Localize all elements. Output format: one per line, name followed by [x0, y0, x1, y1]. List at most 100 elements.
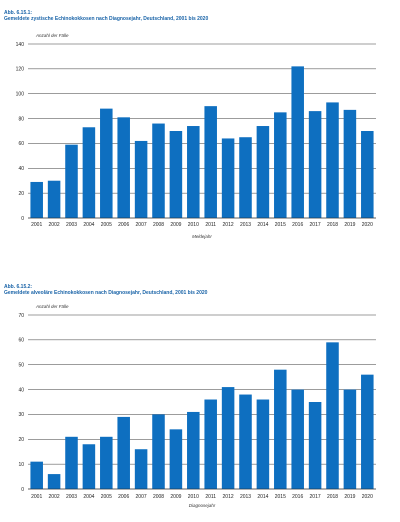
x-tick-label: 2007 — [136, 222, 147, 228]
x-tick-label: 2011 — [205, 222, 216, 228]
x-tick-label: 2008 — [153, 222, 164, 228]
x-tick-label: 2011 — [205, 494, 216, 500]
bar-2001 — [30, 181, 43, 218]
x-tick-label: 2002 — [49, 222, 60, 228]
bar-2013 — [239, 394, 252, 489]
x-tick-label: 2003 — [66, 494, 77, 500]
bar-2018 — [326, 342, 339, 489]
bar-2020 — [361, 374, 374, 489]
bar-2009 — [169, 131, 183, 218]
x-tick-label: 2013 — [240, 494, 251, 500]
x-tick-label: 2005 — [101, 494, 112, 500]
x-axis-title: Diagnosejahr — [189, 503, 216, 508]
y-tick-label: 120 — [16, 67, 25, 73]
y-tick-label: 0 — [21, 487, 24, 493]
x-tick-label: 2006 — [118, 222, 129, 228]
bar-2015 — [274, 112, 287, 218]
bar-2017 — [308, 111, 322, 218]
y-axis-title: Anzahl der Fälle — [35, 33, 69, 38]
bar-2008 — [152, 123, 165, 218]
bar-2018 — [326, 102, 339, 218]
bar-2010 — [187, 411, 200, 489]
bar-2002 — [47, 474, 61, 489]
bar-2008 — [152, 414, 165, 489]
bar-2012 — [221, 387, 235, 489]
x-tick-label: 2017 — [310, 222, 321, 228]
bar-2004 — [82, 127, 96, 218]
x-tick-label: 2003 — [66, 222, 77, 228]
x-tick-label: 2020 — [362, 494, 373, 500]
x-tick-label: 2008 — [153, 494, 164, 500]
y-tick-label: 70 — [18, 313, 24, 319]
bar-2007 — [134, 449, 148, 489]
chart-1: 0 20 40 60 80 100 120 140 Anzahl der Fälle 2001 20… — [16, 33, 376, 239]
bar-2013 — [239, 137, 252, 218]
bar-2011 — [204, 106, 217, 218]
x-tick-label: 2001 — [31, 222, 42, 228]
figure-2-title: Gemeldete alveoläre Echinokokkosen nach … — [4, 290, 208, 296]
y-tick-label: 60 — [18, 141, 24, 147]
bar-2014 — [256, 399, 270, 489]
y-tick-label: 40 — [18, 387, 24, 393]
bar-2002 — [47, 180, 61, 218]
x-tick-label: 2012 — [223, 494, 234, 500]
x-tick-label: 2006 — [118, 494, 129, 500]
x-axis-title: Meldejahr — [192, 234, 212, 239]
x-tick-label: 2004 — [83, 222, 94, 228]
x-tick-label: 2019 — [344, 222, 355, 228]
figure-1-title: Gemeldete zystische Echinokokkosen nach … — [4, 16, 209, 22]
y-tick-label: 50 — [18, 363, 24, 369]
x-tick-label: 2017 — [310, 494, 321, 500]
y-tick-label: 0 — [21, 216, 24, 222]
y-tick-label: 30 — [18, 412, 24, 418]
bar-2019 — [343, 109, 357, 218]
x-tick-label: 2018 — [327, 494, 338, 500]
y-tick-label: 20 — [18, 437, 24, 443]
bar-2019 — [343, 389, 357, 489]
y-axis-title: Anzahl der Fälle — [35, 304, 69, 309]
bar-2003 — [65, 144, 78, 218]
bar-2014 — [256, 126, 270, 218]
figure-1-number: Abb. 6.15.1: — [4, 10, 33, 16]
bar-2016 — [291, 389, 304, 489]
bar-2009 — [169, 429, 183, 489]
bar-2005 — [100, 108, 113, 218]
x-tick-label: 2018 — [327, 222, 338, 228]
x-tick-label: 2013 — [240, 222, 251, 228]
bar-2016 — [291, 66, 304, 218]
x-tick-label: 2016 — [292, 222, 303, 228]
y-tick-label: 60 — [18, 338, 24, 344]
bar-2006 — [117, 416, 130, 489]
x-tick-label: 2015 — [275, 222, 286, 228]
x-tick-label: 2004 — [83, 494, 94, 500]
x-tick-label: 2019 — [344, 494, 355, 500]
y-tick-label: 20 — [18, 191, 24, 197]
bar-2020 — [361, 131, 374, 218]
x-tick-label: 2010 — [188, 494, 199, 500]
x-tick-label: 2010 — [188, 222, 199, 228]
bar-2011 — [204, 399, 217, 489]
x-tick-label: 2014 — [257, 222, 268, 228]
bar-2006 — [117, 117, 130, 218]
bar-2005 — [100, 436, 113, 489]
x-tick-label: 2002 — [49, 494, 60, 500]
x-tick-label: 2014 — [257, 494, 268, 500]
bar-2010 — [187, 126, 200, 218]
x-tick-label: 2007 — [136, 494, 147, 500]
y-tick-label: 80 — [18, 116, 24, 122]
x-tick-label: 2015 — [275, 494, 286, 500]
bar-2001 — [30, 461, 43, 489]
x-tick-label: 2020 — [362, 222, 373, 228]
y-tick-label: 10 — [18, 462, 24, 468]
bar-2007 — [134, 140, 148, 218]
bar-2017 — [308, 402, 322, 489]
x-tick-label: 2009 — [170, 494, 181, 500]
figure-2-number: Abb. 6.15.2: — [4, 284, 33, 290]
x-tick-label: 2016 — [292, 494, 303, 500]
bar-2003 — [65, 436, 78, 489]
bar-2004 — [82, 444, 96, 489]
bar-2015 — [274, 369, 287, 489]
x-tick-label: 2001 — [31, 494, 42, 500]
x-tick-label: 2005 — [101, 222, 112, 228]
